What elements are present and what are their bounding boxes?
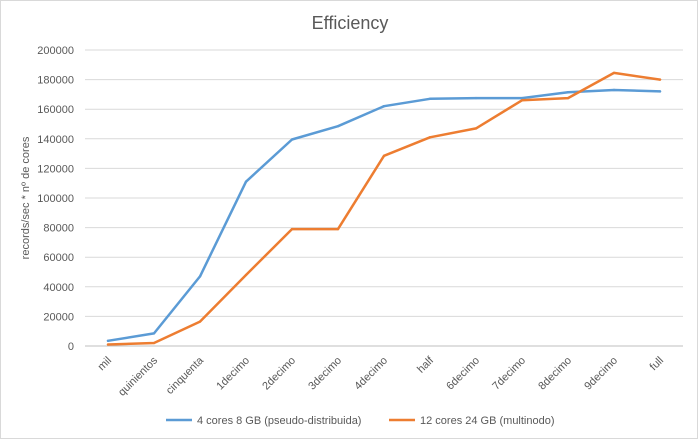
y-tick-label: 0 — [68, 341, 74, 353]
data-point — [244, 273, 248, 277]
chart-title: Efficiency — [312, 13, 389, 33]
series-line-2 — [106, 71, 662, 346]
data-point — [244, 180, 248, 183]
x-tick-label: 8decimo — [536, 355, 574, 393]
x-tick-label: 9decimo — [582, 355, 620, 393]
y-tick-label: 20000 — [43, 311, 74, 323]
data-point — [658, 90, 662, 93]
data-point — [198, 320, 202, 323]
data-point — [106, 339, 110, 343]
gridlines — [85, 49, 683, 347]
data-point — [612, 71, 616, 75]
x-axis-ticks: mil quinientos cinquenta 1decimo 2decimo 3dec… — [96, 354, 666, 399]
data-point — [152, 332, 156, 335]
data-point — [336, 125, 340, 128]
x-tick-label: mil — [96, 355, 114, 373]
series-line-1 — [106, 88, 662, 343]
x-tick-label: cinquenta — [164, 354, 207, 397]
data-point — [336, 227, 340, 231]
x-tick-label: 1decimo — [214, 355, 252, 393]
y-tick-label: 200000 — [37, 45, 74, 57]
x-tick-label: half — [415, 354, 437, 376]
x-tick-label: 7decimo — [490, 355, 528, 393]
data-point — [566, 90, 570, 94]
data-point — [520, 96, 524, 100]
y-tick-label: 100000 — [37, 193, 74, 205]
data-point — [290, 138, 294, 141]
x-tick-label: 2decimo — [260, 355, 298, 393]
y-axis-label: records/sec * nº de cores — [20, 136, 32, 259]
data-point — [566, 96, 570, 100]
y-tick-label: 80000 — [43, 223, 74, 235]
data-point — [152, 341, 156, 345]
data-point — [198, 275, 202, 278]
data-point — [474, 127, 478, 130]
x-tick-label: quinientos — [116, 354, 160, 398]
data-point — [520, 99, 524, 102]
data-point — [382, 105, 386, 108]
y-tick-label: 40000 — [43, 282, 74, 294]
data-point — [382, 154, 386, 158]
x-tick-label: 6decimo — [444, 355, 482, 393]
data-point — [428, 136, 432, 139]
data-point — [290, 227, 294, 231]
x-tick-label: 3decimo — [306, 355, 344, 393]
y-tick-label: 160000 — [37, 104, 74, 116]
data-point — [658, 78, 662, 81]
y-tick-label: 60000 — [43, 252, 74, 264]
legend-label: 12 cores 24 GB (multinodo) — [420, 415, 555, 427]
x-tick-label: 4decimo — [352, 355, 390, 393]
data-point — [474, 96, 478, 100]
legend: 4 cores 8 GB (pseudo-distribuida) 12 core… — [166, 415, 555, 427]
data-point — [106, 343, 110, 346]
y-axis-ticks: 0 20000 40000 60000 80000 100000 120000 140000 1… — [37, 45, 74, 353]
legend-label: 4 cores 8 GB (pseudo-distribuida) — [197, 415, 361, 427]
data-point — [612, 88, 616, 92]
x-tick-label: full — [648, 355, 666, 373]
y-tick-label: 180000 — [37, 75, 74, 87]
series-lines — [106, 71, 662, 346]
data-point — [428, 97, 432, 101]
y-tick-label: 120000 — [37, 163, 74, 175]
y-tick-label: 140000 — [37, 134, 74, 146]
